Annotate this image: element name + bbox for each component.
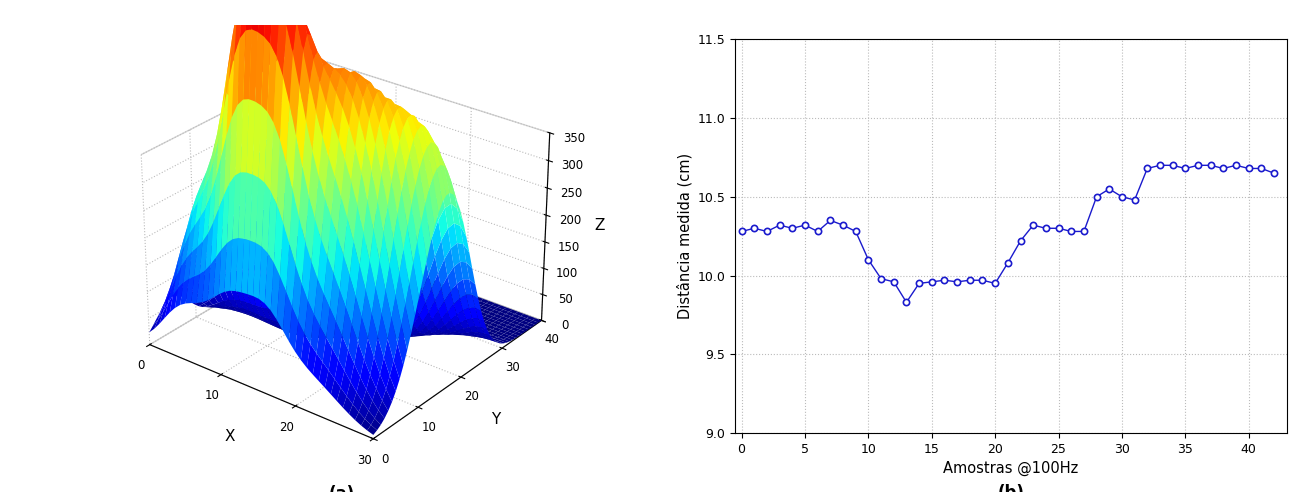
X-axis label: Amostras @100Hz: Amostras @100Hz <box>943 461 1079 476</box>
Y-axis label: Distância medida (cm): Distância medida (cm) <box>676 153 692 319</box>
Y-axis label: Y: Y <box>491 411 500 427</box>
X-axis label: X: X <box>225 429 235 444</box>
Text: (a): (a) <box>328 485 355 492</box>
Text: (b): (b) <box>998 484 1024 492</box>
